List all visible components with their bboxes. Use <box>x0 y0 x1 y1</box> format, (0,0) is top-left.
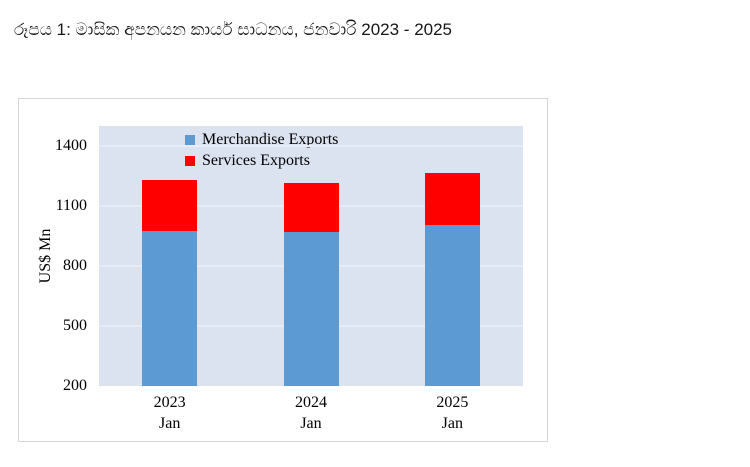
x-axis-label-2025: 2025 Jan <box>382 392 523 434</box>
y-tick-label: 500 <box>63 317 87 334</box>
legend-item-services-exports: Services Exports <box>185 151 338 171</box>
legend-label: Merchandise Exports <box>202 131 339 148</box>
bar-segment-services-exports <box>424 172 480 225</box>
legend-swatch-icon <box>185 135 195 145</box>
bar-segment-merchandise-exports <box>142 230 198 386</box>
y-tick-label: 200 <box>63 377 87 394</box>
bar-segment-merchandise-exports <box>424 224 480 386</box>
x-axis-label-2023: 2023 Jan <box>99 392 240 434</box>
x-label-month: Jan <box>441 415 463 432</box>
x-axis-label-2024: 2024 Jan <box>240 392 381 434</box>
x-axis-labels: 2023 Jan 2024 Jan 2025 Jan <box>99 392 523 434</box>
bar-stack-2024 <box>283 182 339 386</box>
plot-area: Merchandise Exports Services Exports <box>99 126 523 386</box>
x-label-month: Jan <box>300 415 322 432</box>
bar-segment-services-exports <box>283 182 339 232</box>
y-axis-ticks: 200 500 800 1100 1400 <box>19 126 87 394</box>
x-label-month: Jan <box>159 415 181 432</box>
bar-segment-services-exports <box>142 180 198 231</box>
legend-label: Services Exports <box>202 152 310 169</box>
chart-legend: Merchandise Exports Services Exports <box>185 130 338 172</box>
bar-segment-merchandise-exports <box>283 232 339 386</box>
y-tick-label: 1400 <box>55 137 87 154</box>
bar-stack-2025 <box>424 172 480 386</box>
legend-item-merchandise-exports: Merchandise Exports <box>185 130 338 150</box>
chart-container: US$ Mn 200 500 800 1100 1400 Merchandise Exp… <box>18 98 548 442</box>
figure-title: රූපය 1: මාසික අපනයන කාර්ය සාධනය, ජනවාරි … <box>14 20 453 39</box>
y-tick-label: 1100 <box>55 197 87 214</box>
x-label-year: 2025 <box>436 394 469 411</box>
y-tick-label: 800 <box>63 257 87 274</box>
bar-stack-2023 <box>142 180 198 386</box>
x-label-year: 2023 <box>153 394 186 411</box>
x-label-year: 2024 <box>294 394 327 411</box>
legend-swatch-icon <box>185 156 195 166</box>
